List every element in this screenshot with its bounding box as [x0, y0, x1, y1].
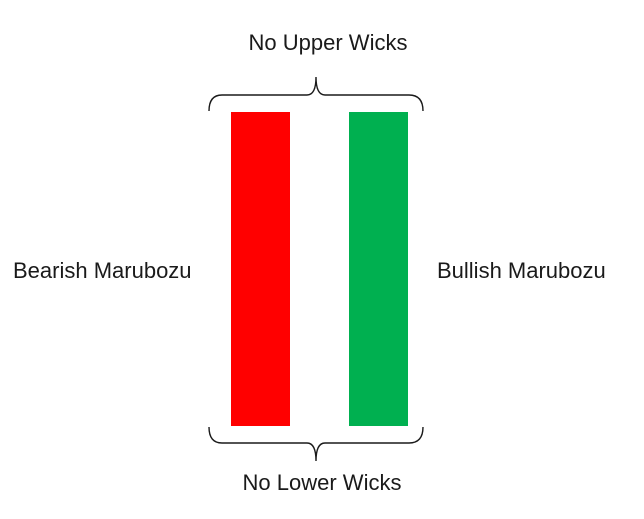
bullish-marubozu-candle — [349, 112, 408, 426]
top-label-no-upper-wicks: No Upper Wicks — [248, 30, 408, 55]
top-brace-path — [208, 76, 424, 112]
left-label-bearish-marubozu: Bearish Marubozu — [13, 258, 192, 283]
right-label-bullish-marubozu: Bullish Marubozu — [437, 258, 606, 283]
bearish-marubozu-candle — [231, 112, 290, 426]
bottom-brace-path — [208, 426, 424, 462]
bottom-label-no-lower-wicks: No Lower Wicks — [242, 470, 402, 495]
